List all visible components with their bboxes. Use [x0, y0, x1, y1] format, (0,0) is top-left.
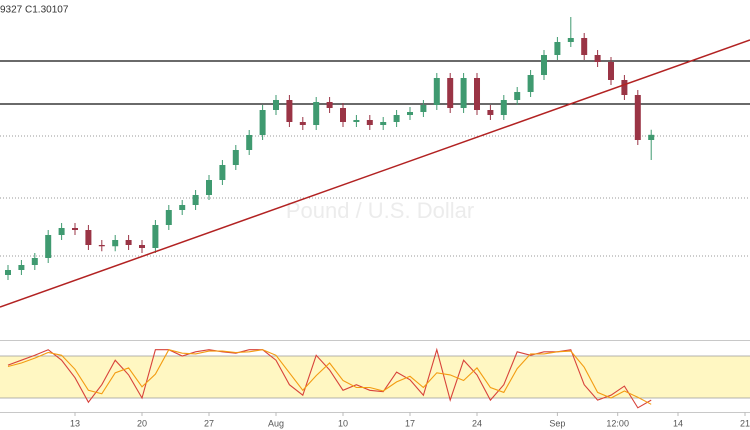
candle-body: [31, 258, 38, 265]
candle-body: [18, 265, 25, 270]
x-tick-label: 17: [405, 418, 415, 428]
candle-body: [219, 165, 226, 180]
candle-body: [286, 100, 293, 122]
x-tick-label: 20: [137, 418, 147, 428]
candle-body: [139, 245, 146, 248]
candle-body: [112, 240, 119, 247]
candle-body: [232, 150, 239, 165]
candle-body: [500, 100, 507, 115]
candle-body: [259, 110, 266, 135]
candle-body: [514, 92, 521, 100]
candle-body: [447, 78, 454, 108]
candle-body: [58, 228, 65, 235]
x-tick-label: 10: [338, 418, 348, 428]
candle-body: [366, 120, 373, 125]
x-tick-label: 12:00: [606, 418, 629, 428]
candle-body: [433, 78, 440, 105]
candle-body: [299, 122, 306, 125]
x-tick-label: 24: [472, 418, 482, 428]
candle-body: [648, 134, 655, 140]
candle-body: [273, 100, 280, 110]
x-tick-label: Sep: [549, 418, 565, 428]
x-tick-label: 14: [673, 418, 683, 428]
candle-body: [594, 55, 601, 62]
candle-body: [165, 210, 172, 225]
candle-body: [527, 75, 534, 92]
candle-body: [98, 245, 105, 247]
stoch-line: [7, 347, 652, 409]
trend-line: [0, 39, 750, 308]
candle-body: [326, 102, 333, 108]
candle-body: [474, 78, 481, 110]
candle-body: [567, 38, 574, 42]
candle-body: [380, 122, 387, 125]
stoch-line: [7, 349, 652, 405]
candle-body: [152, 225, 159, 248]
x-tick-label: 13: [70, 418, 80, 428]
candle-body: [460, 78, 467, 108]
candle-body: [85, 230, 92, 245]
candle-body: [353, 120, 360, 122]
candle-body: [581, 38, 588, 55]
x-tick-label: Aug: [268, 418, 284, 428]
candle-body: [192, 195, 199, 205]
candle-body: [487, 110, 494, 115]
candle-body: [407, 112, 414, 115]
x-tick-label: 21: [740, 418, 750, 428]
candle-body: [246, 135, 253, 150]
candle-body: [340, 108, 347, 122]
candle-body: [206, 180, 213, 195]
watermark: Pound / U.S. Dollar: [286, 198, 474, 223]
candle-body: [541, 55, 548, 75]
ohlc-header: 9327 C1.30107: [0, 5, 69, 16]
candle-body: [125, 240, 132, 245]
candle-body: [634, 95, 641, 140]
x-tick-label: 27: [204, 418, 214, 428]
candle-body: [179, 205, 186, 210]
candle-body: [4, 270, 11, 275]
candle-body: [313, 102, 320, 125]
candle-body: [45, 235, 52, 258]
candle-body: [393, 115, 400, 122]
candle-body: [420, 105, 427, 112]
candle-body: [608, 62, 615, 80]
candle-body: [554, 42, 561, 55]
candle-body: [72, 228, 78, 230]
candle-body: [621, 80, 628, 95]
